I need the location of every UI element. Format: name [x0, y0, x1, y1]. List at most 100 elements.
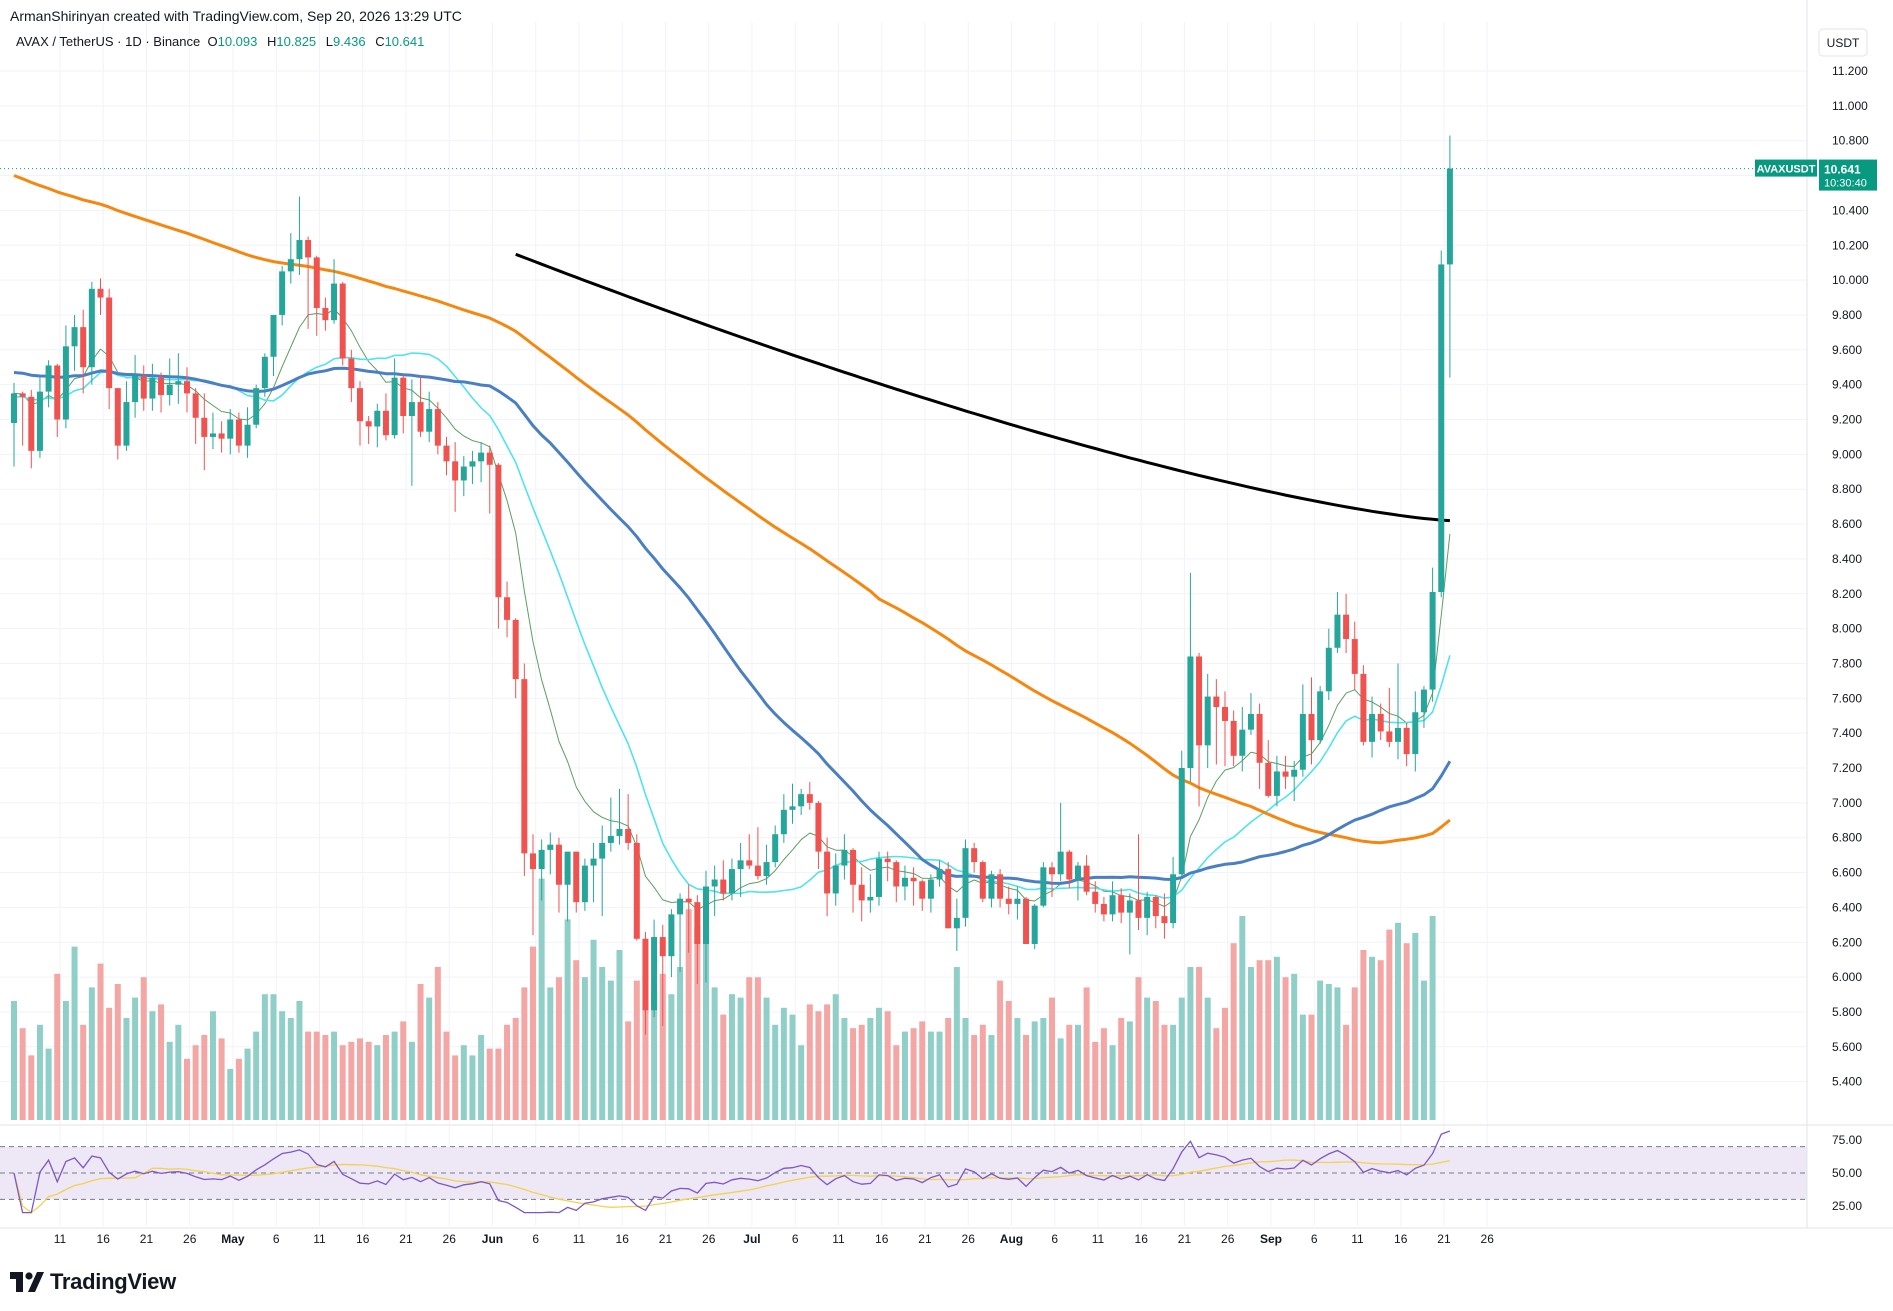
candle-body — [1377, 713, 1384, 732]
candle-body — [893, 862, 900, 887]
candle-body — [305, 240, 312, 258]
candle-body — [1412, 712, 1419, 755]
volume-bar — [1014, 1018, 1021, 1120]
symbol-name[interactable]: AVAX / TetherUS · 1D · Binance — [16, 34, 201, 49]
candle-body — [720, 879, 727, 894]
candle-body — [659, 937, 666, 957]
price-tick-label: 6.800 — [1832, 831, 1862, 845]
price-tick-label: 10.800 — [1832, 134, 1869, 148]
volume-bar — [166, 1041, 173, 1120]
volume-bar — [313, 1031, 320, 1120]
candle-body — [1317, 691, 1324, 741]
candle-body — [1109, 895, 1116, 915]
candle-body — [1126, 900, 1133, 913]
volume-bar — [858, 1024, 865, 1120]
volume-bar — [201, 1035, 208, 1120]
volume-bar — [478, 1035, 485, 1120]
volume-bar — [564, 919, 571, 1120]
candle-body — [132, 375, 139, 403]
volume-bar — [1204, 997, 1211, 1120]
candle-body — [54, 365, 61, 420]
candle-body — [1334, 614, 1341, 648]
volume-bar — [780, 1007, 787, 1120]
volume-bar — [789, 1014, 796, 1120]
volume-bar — [348, 1041, 355, 1120]
volume-bar — [114, 984, 121, 1120]
candle-body — [28, 396, 35, 451]
volume-bar — [132, 997, 139, 1120]
volume-bar — [832, 994, 839, 1120]
volume-bar — [1187, 967, 1194, 1120]
price-tick-label: 7.600 — [1832, 691, 1862, 705]
candle-body — [971, 848, 978, 863]
candle-body — [1066, 851, 1073, 880]
candle-body — [1118, 895, 1125, 913]
volume-bar — [434, 967, 441, 1120]
volume-bar — [1317, 980, 1324, 1120]
candle-body — [1403, 727, 1410, 755]
time-tick-label: 16 — [97, 1232, 111, 1246]
volume-bar — [754, 977, 761, 1120]
volume-bar — [11, 1001, 17, 1120]
candle-body — [538, 849, 545, 870]
ma50-line — [13, 366, 1452, 885]
candle-body — [209, 433, 216, 437]
price-tick-label: 6.200 — [1832, 935, 1862, 949]
rsi-pane — [0, 1130, 1807, 1214]
volume-bar — [1325, 984, 1332, 1120]
candle-body — [737, 860, 744, 870]
candle-body — [798, 794, 805, 807]
volume-bar — [1282, 977, 1289, 1120]
volume-bar — [953, 967, 960, 1120]
candle-body — [1299, 713, 1306, 770]
volume-bar — [426, 997, 433, 1120]
time-tick-label: 11 — [313, 1232, 326, 1246]
volume-bar — [1040, 1018, 1047, 1120]
high-value: 10.825 — [276, 34, 317, 49]
time-tick-label: 16 — [616, 1232, 630, 1246]
candle-body — [62, 346, 69, 420]
candle-body — [1256, 713, 1263, 763]
candle-body — [1100, 903, 1107, 915]
open-label: O — [207, 34, 218, 49]
candle-body — [1152, 896, 1159, 917]
volume-bar — [737, 997, 744, 1120]
high-label: H — [267, 34, 277, 49]
volume-bar — [1386, 929, 1393, 1120]
volume-bar — [270, 994, 277, 1120]
volume-bar — [1369, 956, 1376, 1120]
volume-bar — [495, 1048, 502, 1120]
price-tick-label: 8.800 — [1832, 482, 1862, 496]
volume-bar — [106, 1007, 113, 1120]
price-tick-label: 11.000 — [1832, 99, 1868, 113]
tradingview-logo[interactable]: TradingView — [10, 1268, 176, 1296]
candle-body — [521, 679, 528, 854]
volume-bar — [1126, 1021, 1133, 1120]
volume-bar — [720, 1014, 727, 1120]
candle-body — [746, 860, 753, 866]
volume-bar — [1403, 943, 1410, 1120]
price-tick-label: 5.800 — [1832, 1005, 1862, 1019]
candle-body — [357, 388, 363, 422]
time-tick-label: 6 — [792, 1232, 799, 1246]
volume-bar — [209, 1011, 216, 1120]
candle-body — [201, 417, 208, 437]
candle-body — [936, 869, 943, 880]
volume-bar — [1005, 1001, 1012, 1120]
candle-body — [1420, 689, 1427, 713]
volume-bar — [815, 1011, 822, 1120]
time-tick-label: 6 — [1051, 1232, 1058, 1246]
candle-body — [876, 858, 882, 897]
time-tick-label: 26 — [702, 1232, 716, 1246]
price-tick-label: 5.400 — [1832, 1075, 1862, 1089]
volume-bar — [901, 1031, 908, 1120]
candle-body — [599, 842, 606, 859]
volume-bar — [988, 1035, 995, 1120]
volume-bar — [798, 1045, 805, 1120]
currency-button[interactable]: USDT — [1818, 28, 1868, 57]
volume-bar — [1152, 1001, 1159, 1120]
low-value: 9.436 — [333, 34, 366, 49]
volume-bar — [1351, 987, 1358, 1120]
candle-body — [261, 356, 268, 389]
